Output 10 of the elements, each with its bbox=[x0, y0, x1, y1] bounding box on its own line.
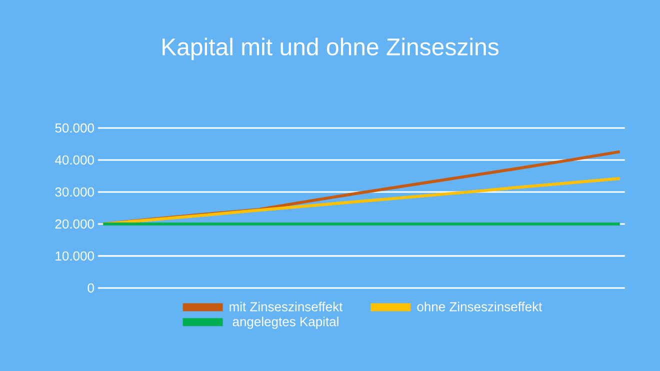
y-tick-label: 50.000 bbox=[55, 123, 94, 133]
chart-title: Kapital mit und ohne Zinseszins bbox=[162, 38, 498, 60]
y-tick-label: 0 bbox=[88, 283, 94, 293]
legend-label: angelegtes Kapital bbox=[232, 316, 338, 329]
legend-label: mit Zinseszinseffekt bbox=[230, 302, 343, 312]
y-tick-label: 30.000 bbox=[55, 187, 94, 197]
y-tick-label: 10.000 bbox=[56, 251, 94, 261]
legend-label: ohne Zinseszinseffekt bbox=[417, 302, 542, 312]
y-tick-label: 40.000 bbox=[55, 155, 94, 165]
y-tick-label: 20.000 bbox=[55, 219, 94, 229]
